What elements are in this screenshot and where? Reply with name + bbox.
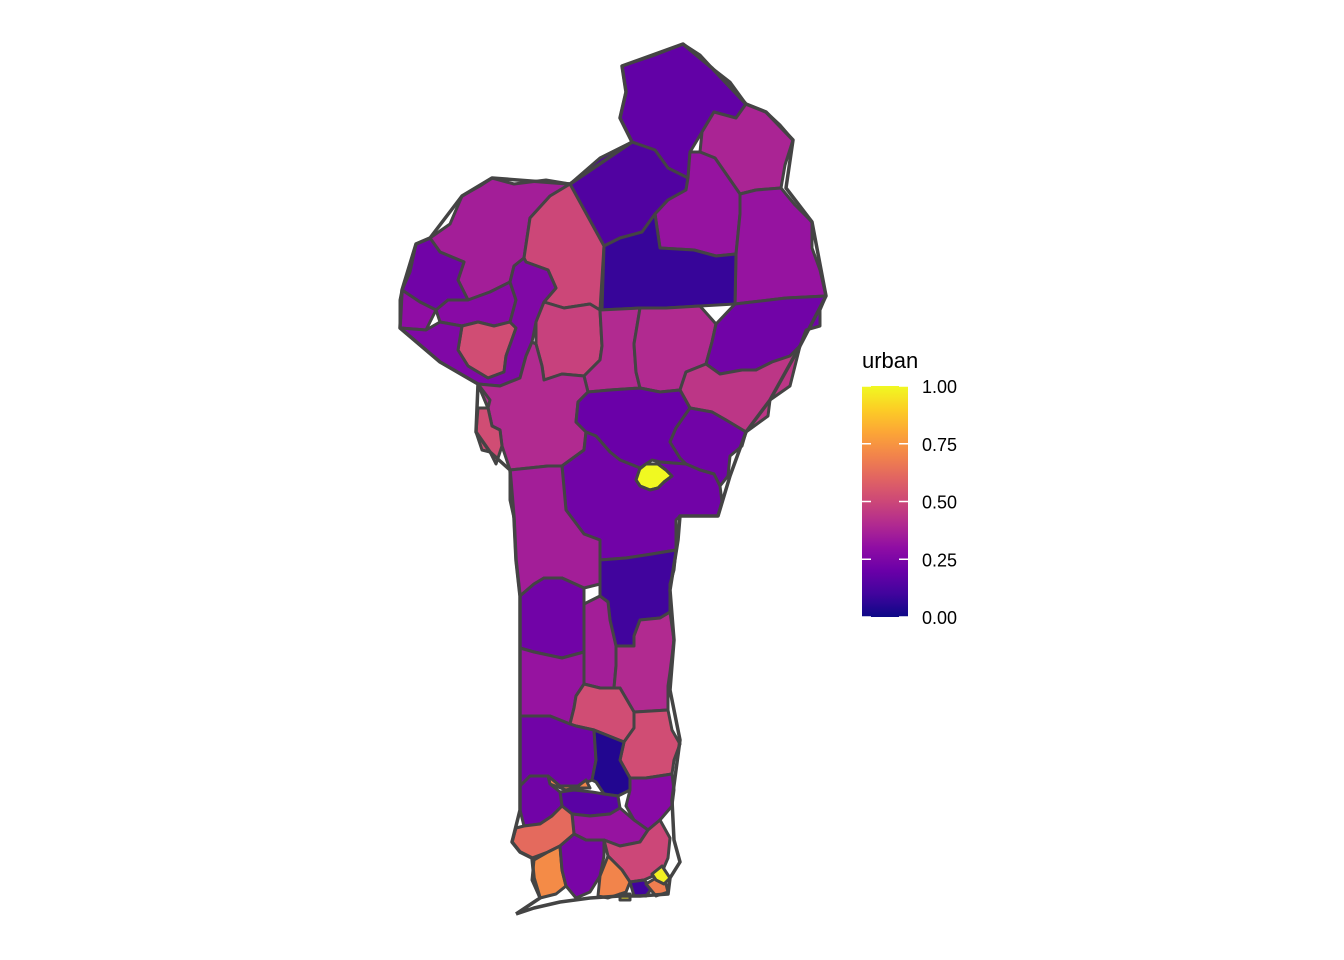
region-east-a <box>704 294 828 376</box>
legend-ticks: 0.00 0.25 0.50 0.75 1.00 <box>862 377 957 628</box>
legend-title: urban <box>862 348 918 373</box>
region-south-b <box>590 728 632 798</box>
region-south-west-a <box>518 576 586 660</box>
region-south-c <box>546 774 592 792</box>
legend-tick-label: 0.50 <box>922 493 957 513</box>
legend-tick-label: 0.75 <box>922 435 957 455</box>
country-outline <box>398 42 828 916</box>
legend: urban 0.00 0.25 0.50 0.75 1.00 <box>862 348 957 628</box>
legend-tick-label: 0.25 <box>922 550 957 570</box>
region-central-west-c <box>476 382 492 410</box>
region-central-west-b <box>474 406 504 466</box>
legend-tick-label: 0.00 <box>922 608 957 628</box>
region-northeast-mid <box>733 186 828 306</box>
region-coast-i <box>650 864 672 886</box>
legend-tick-label: 1.00 <box>922 377 957 397</box>
map-regions <box>398 42 828 916</box>
